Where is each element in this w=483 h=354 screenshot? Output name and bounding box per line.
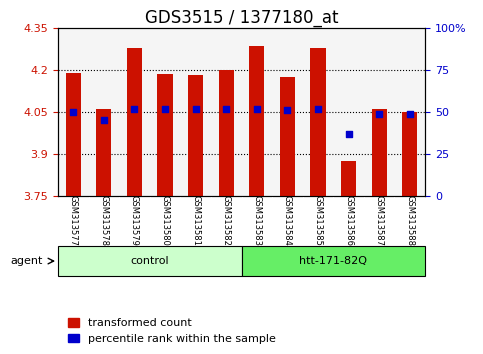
Text: GSM313588: GSM313588	[405, 195, 414, 246]
Text: GSM313579: GSM313579	[130, 195, 139, 246]
Text: GSM313578: GSM313578	[99, 195, 108, 246]
Point	[161, 106, 169, 112]
Title: GDS3515 / 1377180_at: GDS3515 / 1377180_at	[145, 9, 338, 27]
FancyBboxPatch shape	[58, 246, 242, 276]
Text: GSM313584: GSM313584	[283, 195, 292, 246]
Bar	[371, 109, 387, 196]
Bar	[311, 48, 326, 196]
FancyBboxPatch shape	[242, 246, 425, 276]
Text: GSM313585: GSM313585	[313, 195, 323, 246]
Point	[375, 111, 383, 116]
Point	[253, 106, 261, 112]
Point	[130, 106, 138, 112]
Bar	[249, 46, 265, 196]
Bar	[157, 74, 173, 196]
Text: GSM313580: GSM313580	[160, 195, 170, 246]
Bar	[280, 77, 295, 196]
Text: GSM313581: GSM313581	[191, 195, 200, 246]
Text: GSM313587: GSM313587	[375, 195, 384, 246]
Bar	[96, 109, 112, 196]
Text: control: control	[130, 256, 169, 266]
Bar	[127, 48, 142, 196]
Point	[406, 111, 413, 116]
Point	[70, 109, 77, 115]
Bar	[219, 70, 234, 196]
Point	[222, 106, 230, 112]
Text: agent: agent	[10, 256, 43, 266]
Bar	[402, 112, 417, 196]
Text: GSM313586: GSM313586	[344, 195, 353, 246]
Bar	[188, 75, 203, 196]
Point	[345, 131, 353, 137]
Text: GSM313577: GSM313577	[69, 195, 78, 246]
Text: GSM313583: GSM313583	[252, 195, 261, 246]
Point	[192, 106, 199, 112]
Bar	[66, 73, 81, 196]
Point	[284, 108, 291, 113]
Text: GSM313582: GSM313582	[222, 195, 231, 246]
Point	[100, 118, 108, 123]
Text: htt-171-82Q: htt-171-82Q	[299, 256, 367, 266]
Point	[314, 106, 322, 112]
Legend: transformed count, percentile rank within the sample: transformed count, percentile rank withi…	[64, 314, 280, 348]
Bar	[341, 161, 356, 196]
